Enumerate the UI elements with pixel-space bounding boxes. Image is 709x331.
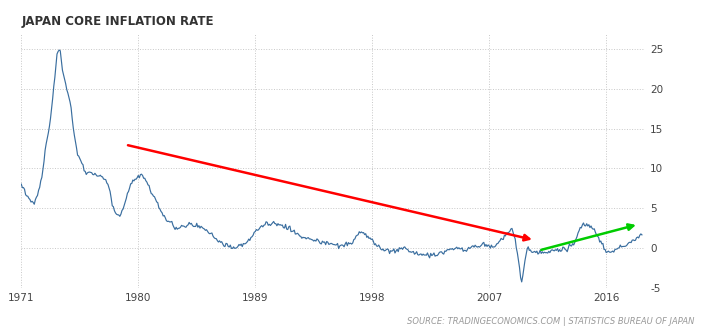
Text: SOURCE: TRADINGECONOMICS.COM | STATISTICS BUREAU OF JAPAN: SOURCE: TRADINGECONOMICS.COM | STATISTIC… (408, 317, 695, 326)
Text: JAPAN CORE INFLATION RATE: JAPAN CORE INFLATION RATE (21, 15, 214, 28)
